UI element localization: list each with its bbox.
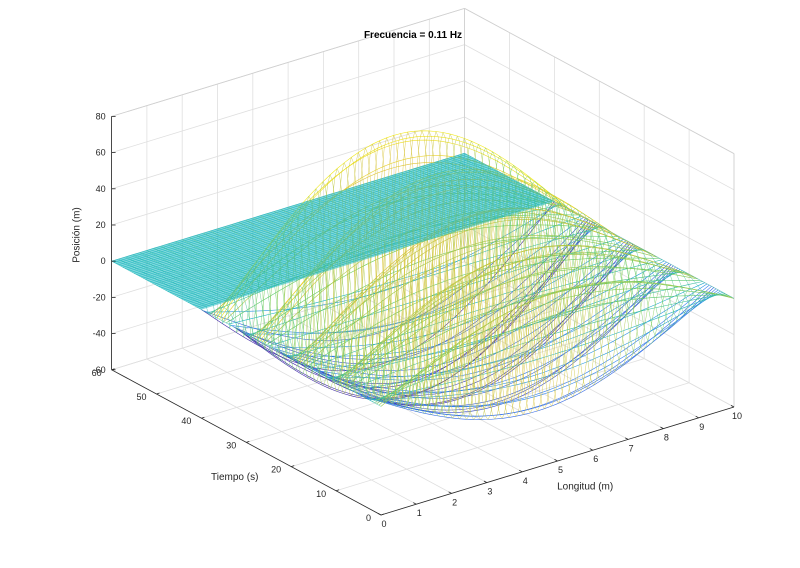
z-tick-label: 60 — [96, 148, 106, 158]
x-tick-mark — [730, 405, 735, 408]
grid-line — [464, 44, 735, 191]
y-tick-label: 20 — [271, 465, 281, 475]
y-tick-mark — [156, 392, 160, 395]
grid-line — [111, 116, 465, 226]
grid-line — [111, 80, 465, 190]
grid-line — [464, 225, 735, 372]
x-tick-label: 7 — [629, 443, 634, 453]
y-tick-mark — [201, 416, 205, 419]
x-tick-mark — [377, 513, 382, 516]
y-tick-mark — [291, 465, 295, 467]
x-tick-mark — [519, 469, 523, 473]
x-tick-label: 10 — [732, 411, 742, 421]
x-tick-mark — [413, 502, 417, 505]
box-edge — [464, 8, 735, 154]
x-tick-mark — [483, 480, 488, 483]
y-tick-label: 60 — [92, 368, 102, 378]
x-tick-mark — [660, 426, 664, 429]
grid-line — [291, 358, 645, 467]
x-tick-label: 0 — [381, 519, 386, 529]
grid-line — [464, 116, 735, 263]
grid-line — [246, 334, 600, 443]
x-tick-label: 1 — [417, 508, 422, 518]
grid-line — [335, 382, 690, 492]
surface-flat-region — [111, 153, 555, 310]
y-tick-label: 30 — [226, 440, 236, 450]
y-tick-label: 40 — [181, 416, 191, 426]
z-axis-label: Posición (m) — [72, 207, 83, 263]
y-tick-label: 0 — [366, 513, 371, 523]
z-tick-label: -60 — [93, 365, 106, 375]
grid-line — [464, 80, 735, 227]
grid-line — [156, 285, 510, 395]
x-tick-mark — [695, 415, 699, 419]
z-tick-label: -20 — [93, 292, 106, 302]
z-tick-label: -40 — [93, 329, 106, 339]
x-tick-mark — [554, 459, 558, 462]
x-tick-label: 5 — [558, 465, 563, 475]
z-tick-label: 0 — [101, 256, 106, 266]
surface-mesh — [111, 129, 735, 421]
y-tick-label: 10 — [316, 489, 326, 499]
axes-layer: 0123456789100102030405060-60-40-20020406… — [92, 111, 742, 529]
x-tick-label: 3 — [487, 487, 492, 497]
x-axis-label: Longitud (m) — [557, 482, 613, 493]
grid-line — [111, 44, 465, 153]
y-tick-mark — [335, 489, 340, 492]
x-tick-label: 9 — [699, 422, 704, 432]
z-tick-label: 40 — [96, 184, 106, 194]
z-tick-label: 80 — [96, 111, 106, 121]
z-tick-label: 20 — [96, 220, 106, 230]
x-tick-mark — [448, 491, 452, 494]
y-tick-mark — [246, 441, 250, 443]
x-tick-label: 6 — [593, 454, 598, 464]
x-tick-mark — [589, 448, 593, 451]
box-edge — [111, 8, 465, 117]
x-tick-label: 2 — [452, 497, 457, 507]
y-tick-label: 50 — [136, 392, 146, 402]
y-axis-label: Tiempo (s) — [211, 472, 258, 483]
x-tick-label: 4 — [523, 476, 528, 486]
x-tick-mark — [624, 437, 629, 440]
y-tick-mark — [380, 513, 385, 516]
y-axis-line — [111, 369, 382, 516]
x-tick-label: 8 — [664, 433, 669, 443]
chart-title: Frecuencia = 0.11 Hz — [364, 30, 462, 41]
